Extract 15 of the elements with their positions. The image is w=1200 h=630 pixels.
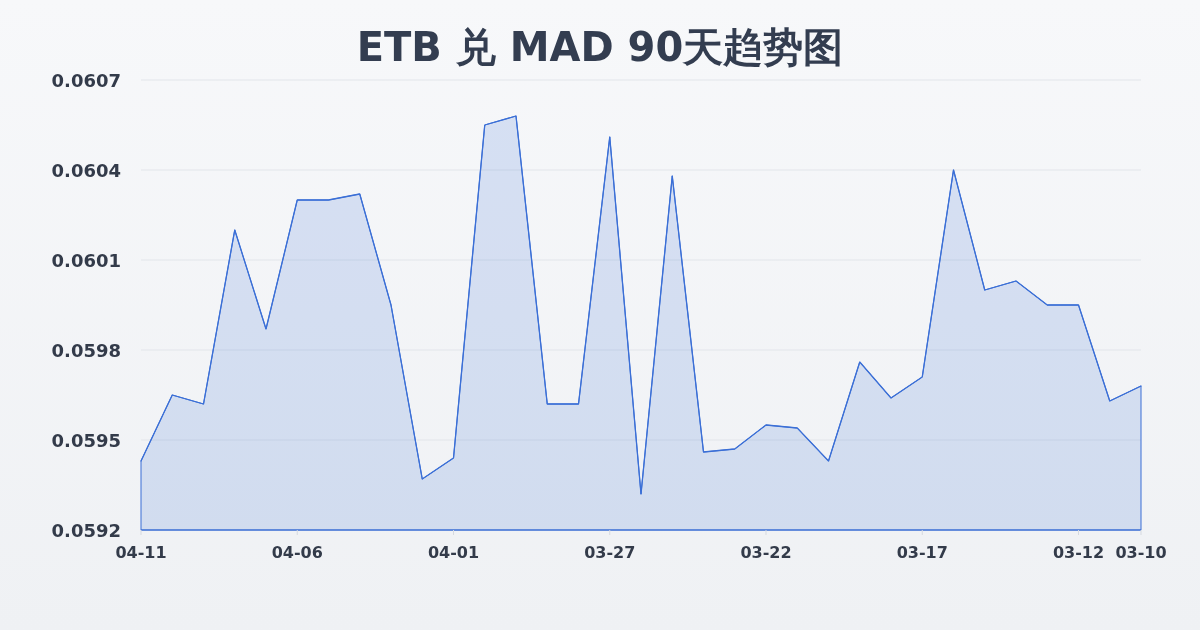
x-tick-label: 03-22: [740, 543, 792, 562]
y-tick-label: 0.0604: [51, 159, 121, 181]
x-tick-label: 04-06: [271, 543, 323, 562]
y-tick-label: 0.0592: [51, 519, 121, 541]
y-tick-label: 0.0595: [51, 429, 121, 451]
chart-title: ETB 兑 MAD 90天趋势图: [356, 24, 844, 70]
x-tick-label: 04-01: [427, 543, 480, 562]
x-tick-label: 03-10: [1115, 543, 1167, 562]
x-tick-label: 03-12: [1052, 543, 1105, 562]
y-tick-label: 0.0607: [51, 69, 121, 91]
y-tick-label: 0.0598: [51, 339, 121, 361]
y-tick-label: 0.0601: [51, 249, 121, 271]
x-tick-label: 03-17: [896, 543, 948, 562]
x-tick-label: 03-27: [584, 543, 636, 562]
x-tick-label: 04-11: [115, 543, 167, 562]
